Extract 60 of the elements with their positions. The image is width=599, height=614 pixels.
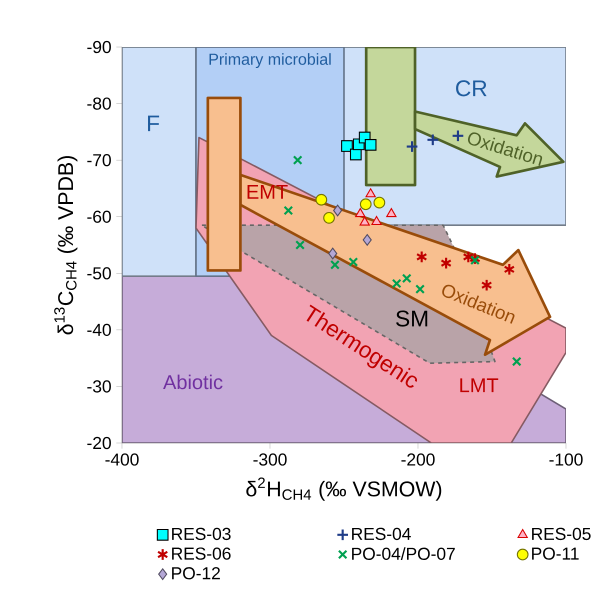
point [295, 240, 305, 250]
point [350, 148, 362, 160]
legend-label: PO-04/PO-07 [352, 547, 455, 560]
legend-label: PO-11 [532, 547, 579, 560]
y-tick-label: -50 [87, 267, 111, 280]
y-tick-label: -70 [87, 154, 111, 166]
legend-label: RES-04 [352, 528, 411, 540]
point [360, 216, 370, 226]
point [512, 356, 522, 366]
legend-label: RES-03 [172, 528, 231, 540]
y-tick-label: -80 [87, 97, 111, 110]
y-tick-label: -40 [87, 324, 111, 336]
point [406, 140, 418, 153]
point [360, 198, 372, 210]
annotation: EMT [248, 184, 288, 199]
x-tick-label: -100 [549, 453, 583, 466]
y-tick-label: -60 [87, 210, 111, 223]
annotation: Abiotic [163, 374, 223, 390]
point [470, 255, 480, 266]
point [341, 140, 353, 152]
y-tick-label: -20 [87, 436, 111, 450]
point [284, 206, 294, 216]
legend-label: RES-06 [172, 547, 231, 560]
y-tick-label: -90 [87, 40, 111, 54]
x-tick-label: -400 [105, 453, 139, 466]
legend-label: RES-05 [532, 528, 591, 540]
point [371, 216, 382, 226]
point [355, 208, 366, 218]
y-axis-title: δ$^{13}$C$_{CH4}$ (‰ VPDB) [54, 156, 78, 334]
point [330, 260, 340, 270]
x-tick-label: -200 [401, 453, 435, 466]
point [373, 196, 386, 208]
point [386, 208, 397, 218]
point [504, 262, 515, 276]
point [328, 248, 338, 260]
point [462, 250, 474, 264]
point [365, 188, 376, 198]
annotation: F [148, 116, 160, 132]
annotation: CR [456, 80, 487, 96]
annotation: Primary microbial [210, 53, 331, 68]
point [292, 155, 303, 165]
point [323, 212, 335, 224]
point [315, 194, 328, 206]
point [469, 252, 481, 265]
point [415, 284, 425, 294]
legend-label: PO-12 [172, 567, 220, 580]
y-tick-label: -30 [87, 380, 111, 393]
point [416, 250, 428, 264]
point [452, 129, 464, 142]
point [440, 256, 452, 270]
point [402, 274, 412, 284]
x-axis-title: δ$^{2}$H$_{CH4}$ (‰ VSMOW) [246, 477, 442, 501]
point [364, 139, 376, 151]
x-tick-label: -300 [253, 453, 287, 466]
annotation: LMT [460, 378, 498, 392]
point [426, 133, 440, 146]
point [362, 234, 372, 246]
point [333, 204, 342, 216]
point [392, 278, 402, 288]
point [348, 257, 358, 267]
